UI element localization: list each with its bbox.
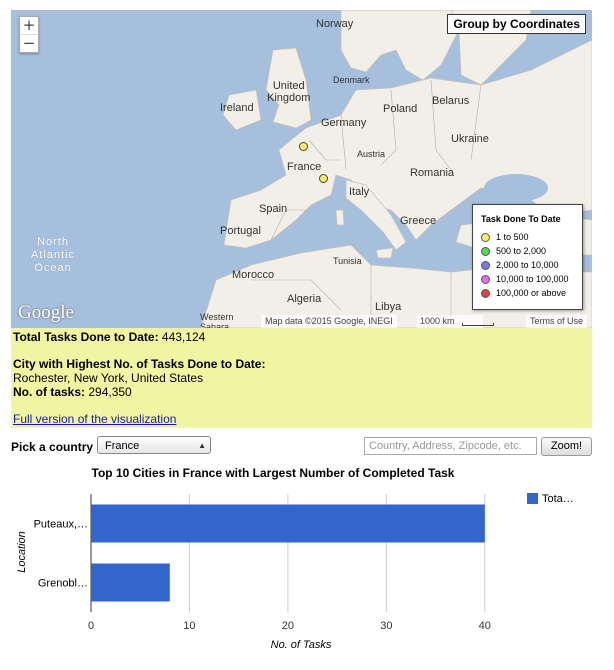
x-tick-label: 40 bbox=[479, 620, 491, 632]
stats-panel: Total Tasks Done to Date: 443,124 City w… bbox=[11, 328, 592, 428]
x-tick-label: 20 bbox=[282, 620, 294, 632]
tasks-count-line: No. of tasks: 294,350 bbox=[13, 385, 132, 399]
map-label-italy: Italy bbox=[349, 186, 370, 198]
map-label-tunisia: Tunisia bbox=[333, 256, 362, 266]
map-label-ukraine: Ukraine bbox=[451, 133, 489, 145]
legend-item: 10,000 to 100,000 bbox=[481, 272, 582, 286]
select-arrows-icon: ▲ bbox=[198, 441, 206, 450]
map-marker[interactable] bbox=[299, 142, 308, 151]
map-label-belarus: Belarus bbox=[432, 95, 470, 107]
legend-item-label: 100,000 or above bbox=[496, 288, 567, 298]
legend-item: 2,000 to 10,000 bbox=[481, 258, 582, 272]
map-label-algeria: Algeria bbox=[287, 293, 322, 305]
map-marker[interactable] bbox=[319, 174, 328, 183]
category-label: Grenobl… bbox=[38, 578, 88, 590]
chart-bars bbox=[91, 504, 485, 602]
category-label: Puteaux,… bbox=[34, 519, 88, 531]
legend-swatch bbox=[527, 493, 538, 504]
x-axis-title: No. of Tasks bbox=[271, 639, 332, 651]
map-label-north-atlantic-ocean: North Atlantic Ocean bbox=[31, 236, 76, 274]
scale-bar bbox=[462, 323, 494, 326]
chart-title: Top 10 Cities in France with Largest Num… bbox=[92, 466, 455, 480]
total-tasks-value: 443,124 bbox=[158, 330, 206, 344]
map-attribution: Map data ©2015 Google, INEGI bbox=[261, 315, 397, 328]
chart-x-ticks: 0 10 20 30 40 bbox=[88, 620, 491, 632]
x-tick-label: 30 bbox=[380, 620, 392, 632]
legend-item: 100,000 or above bbox=[481, 286, 582, 300]
legend-dot-icon bbox=[481, 232, 490, 242]
map-label-france: France bbox=[287, 161, 322, 173]
map-label-libya: Libya bbox=[375, 301, 402, 313]
chart-category-labels: Puteaux,… Grenobl… bbox=[34, 519, 88, 590]
map-label-austria: Austria bbox=[357, 149, 386, 159]
highest-city-value: Rochester, New York, United States bbox=[13, 371, 204, 385]
legend-dot-icon bbox=[481, 246, 490, 256]
legend-dot-icon bbox=[481, 274, 490, 284]
tasks-count-label: No. of tasks: bbox=[13, 385, 86, 399]
zoom-button[interactable]: Zoom! bbox=[541, 437, 592, 456]
chart-bar[interactable] bbox=[91, 504, 485, 543]
zoom-in-button[interactable]: + bbox=[22, 16, 36, 34]
legend-title: Task Done To Date bbox=[481, 214, 561, 224]
map-label-morocco: Morocco bbox=[232, 269, 275, 281]
map-base-layer bbox=[200, 10, 592, 328]
chart-bar[interactable] bbox=[91, 563, 170, 602]
location-search-input[interactable]: Country, Address, Zipcode, etc. bbox=[364, 437, 537, 455]
map-label-greece: Greece bbox=[400, 215, 437, 227]
tasks-count-value: 294,350 bbox=[85, 385, 132, 399]
x-tick-label: 0 bbox=[88, 620, 94, 632]
total-tasks-label: Total Tasks Done to Date: bbox=[13, 330, 159, 344]
zoom-out-button[interactable]: − bbox=[20, 34, 38, 52]
highest-city-label-text: City with Highest No. of Tasks Done to D… bbox=[13, 357, 266, 371]
pick-country-label: Pick a country bbox=[11, 440, 94, 454]
map-label-portugal: Portugal bbox=[220, 225, 261, 237]
map-label-denmark: Denmark bbox=[333, 75, 370, 85]
legend-item: 500 to 2,000 bbox=[481, 244, 582, 258]
legend-item-label: 10,000 to 100,000 bbox=[496, 274, 569, 284]
full-version-line: Full version of the visualization bbox=[13, 412, 176, 426]
highest-city-label: City with Highest No. of Tasks Done to D… bbox=[13, 357, 265, 371]
map-label-germany: Germany bbox=[321, 117, 367, 129]
map-label-romania: Romania bbox=[410, 167, 455, 179]
y-axis-title: Location bbox=[16, 531, 28, 573]
bar-chart: Top 10 Cities in France with Largest Num… bbox=[16, 466, 574, 651]
legend-item-label: 1 to 500 bbox=[496, 232, 529, 242]
map-label-spain: Spain bbox=[259, 203, 288, 215]
map-label-norway: Norway bbox=[316, 18, 354, 30]
legend-item-label: 500 to 2,000 bbox=[496, 246, 547, 256]
country-select-value: France bbox=[105, 440, 140, 452]
legend-dot-icon bbox=[481, 288, 490, 298]
country-select[interactable]: France ▲ bbox=[97, 436, 211, 454]
terms-of-use-link[interactable]: Terms of Use bbox=[526, 315, 588, 328]
legend-item: 1 to 500 bbox=[481, 230, 582, 244]
chart-legend-label: Tota… bbox=[542, 493, 574, 505]
google-logo[interactable]: Google bbox=[18, 302, 74, 323]
map-label-ireland: Ireland bbox=[220, 102, 254, 114]
x-tick-label: 10 bbox=[183, 620, 195, 632]
legend-item-label: 2,000 to 10,000 bbox=[496, 260, 559, 270]
map-label-united-kingdom: United Kingdom bbox=[267, 80, 311, 104]
full-version-link[interactable]: Full version of the visualization bbox=[13, 412, 177, 426]
map-legend: Task Done To Date 1 to 500 500 to 2,000 … bbox=[472, 204, 583, 310]
map-label-western-sahara: Western Sahara bbox=[200, 312, 234, 328]
map-zoom-control: + − bbox=[19, 16, 39, 53]
map-scale[interactable]: 1000 km bbox=[417, 315, 494, 328]
group-by-coordinates-button[interactable]: Group by Coordinates bbox=[447, 14, 586, 34]
legend-dot-icon bbox=[481, 260, 490, 270]
total-tasks-line: Total Tasks Done to Date: 443,124 bbox=[13, 330, 205, 344]
map-label-poland: Poland bbox=[383, 103, 418, 115]
scale-label: 1000 km bbox=[420, 316, 455, 326]
map-view[interactable]: + − Group by Coordinates Norway Denmark … bbox=[11, 10, 592, 328]
